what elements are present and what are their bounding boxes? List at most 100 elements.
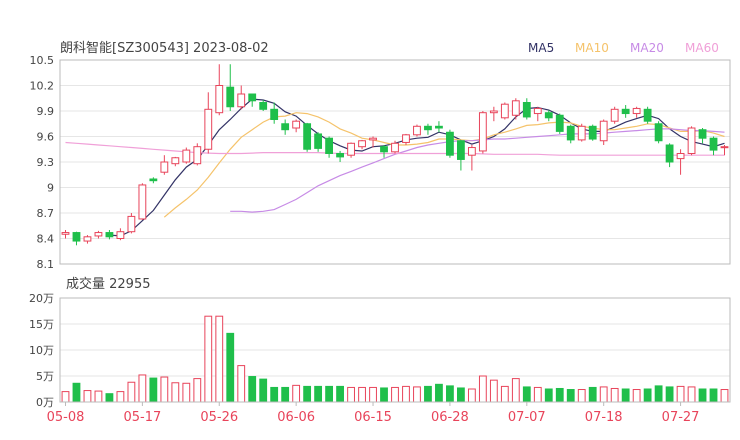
volume-bar bbox=[226, 332, 235, 403]
volume-bar bbox=[478, 375, 487, 403]
candle-body bbox=[237, 93, 246, 108]
candle-body bbox=[380, 146, 388, 153]
candle-body bbox=[61, 232, 70, 235]
candle-body bbox=[303, 123, 312, 150]
candle-body bbox=[402, 134, 410, 143]
volume-bar bbox=[555, 387, 564, 403]
candle bbox=[369, 136, 377, 148]
volume-bar bbox=[522, 386, 531, 403]
volume-bar bbox=[347, 386, 355, 403]
candle bbox=[599, 119, 608, 145]
volume-bar bbox=[138, 374, 147, 403]
volume-bar bbox=[292, 384, 301, 403]
candle-body bbox=[566, 125, 575, 141]
price-chart-title: 朗科智能[SZ300543] 2023-08-02 bbox=[60, 41, 269, 56]
candle-body bbox=[72, 232, 81, 242]
candle bbox=[555, 113, 564, 134]
candle-body bbox=[665, 144, 674, 163]
price-y-tick-label: 10.5 bbox=[30, 54, 55, 67]
ma10-line bbox=[163, 112, 725, 218]
candle-body bbox=[687, 127, 696, 154]
candle-body bbox=[138, 184, 147, 220]
candle bbox=[665, 143, 674, 168]
candle bbox=[522, 98, 531, 120]
candle-body bbox=[555, 114, 564, 132]
volume-bar bbox=[402, 385, 410, 403]
volume-bar bbox=[303, 385, 312, 403]
volume-bar bbox=[424, 385, 432, 403]
candlesticks bbox=[61, 64, 729, 246]
volume-bar bbox=[500, 385, 509, 403]
volume-bar bbox=[336, 385, 344, 403]
candle bbox=[292, 119, 301, 133]
volume-bar bbox=[698, 388, 707, 403]
price-y-tick-label: 9.9 bbox=[37, 105, 55, 118]
candle bbox=[424, 123, 432, 135]
price-y-tick-label: 8.7 bbox=[37, 207, 55, 220]
candle-body bbox=[533, 107, 542, 115]
candle bbox=[511, 98, 520, 120]
ma20-line bbox=[230, 128, 725, 213]
candle bbox=[643, 106, 652, 124]
candle-body bbox=[676, 153, 685, 160]
volume-bar bbox=[116, 391, 125, 403]
candle bbox=[83, 235, 92, 244]
volume-bar bbox=[160, 376, 169, 403]
date-tick-label: 05-08 bbox=[47, 410, 85, 425]
volume-bar bbox=[105, 393, 114, 403]
price-y-tick-label: 9.3 bbox=[37, 156, 55, 169]
candle-body bbox=[500, 103, 509, 119]
volume-y-tick-label: 15万 bbox=[29, 318, 54, 331]
candle-body bbox=[369, 137, 377, 141]
candle bbox=[621, 105, 630, 118]
candle bbox=[281, 119, 290, 135]
candle bbox=[204, 92, 213, 154]
date-tick-label: 06-28 bbox=[431, 410, 469, 425]
candle-body bbox=[314, 133, 323, 149]
candle-body bbox=[698, 129, 707, 139]
candle-body bbox=[456, 140, 465, 160]
volume-bar bbox=[489, 379, 498, 403]
volume-y-tick-label: 0万 bbox=[36, 396, 54, 409]
candle-body bbox=[226, 86, 235, 108]
date-tick-label: 05-17 bbox=[123, 410, 161, 425]
candle-body bbox=[709, 137, 718, 151]
candle bbox=[116, 228, 125, 241]
volume-bar bbox=[435, 383, 443, 403]
candle bbox=[94, 230, 103, 239]
candle-body bbox=[489, 110, 498, 114]
price-y-axis-labels: 10.5 10.2 9.9 9.6 9.3 9 8.7 8.4 8.1 bbox=[30, 54, 55, 271]
volume-y-axis-labels: 20万 15万 10万 5万 0万 bbox=[29, 292, 54, 409]
volume-bar bbox=[270, 386, 279, 403]
candle bbox=[226, 64, 235, 111]
volume-bar bbox=[127, 381, 136, 403]
candle bbox=[566, 124, 575, 144]
volume-bar bbox=[566, 389, 575, 403]
volume-bar bbox=[248, 376, 257, 403]
candle-body bbox=[544, 112, 553, 119]
candle-body bbox=[105, 232, 114, 238]
candle-body bbox=[182, 149, 191, 163]
candle bbox=[467, 145, 476, 171]
volume-bars bbox=[61, 315, 729, 403]
candle-body bbox=[621, 108, 630, 115]
candle bbox=[676, 149, 685, 175]
candle-body bbox=[325, 137, 334, 154]
candle bbox=[500, 102, 509, 120]
candle-body bbox=[599, 120, 608, 142]
volume-bar bbox=[369, 386, 377, 403]
candle-body bbox=[610, 108, 619, 122]
volume-bar bbox=[621, 388, 630, 403]
volume-bar bbox=[281, 386, 290, 403]
candle bbox=[489, 106, 498, 122]
candle bbox=[105, 230, 114, 240]
candle-body bbox=[391, 142, 399, 153]
price-y-tick-label: 8.1 bbox=[37, 258, 55, 271]
candle bbox=[138, 183, 147, 220]
candle-body bbox=[358, 140, 366, 148]
candle bbox=[413, 124, 421, 137]
volume-bar bbox=[237, 365, 246, 403]
candle bbox=[127, 213, 136, 234]
candle-body bbox=[588, 125, 597, 140]
volume-bar bbox=[709, 388, 718, 403]
